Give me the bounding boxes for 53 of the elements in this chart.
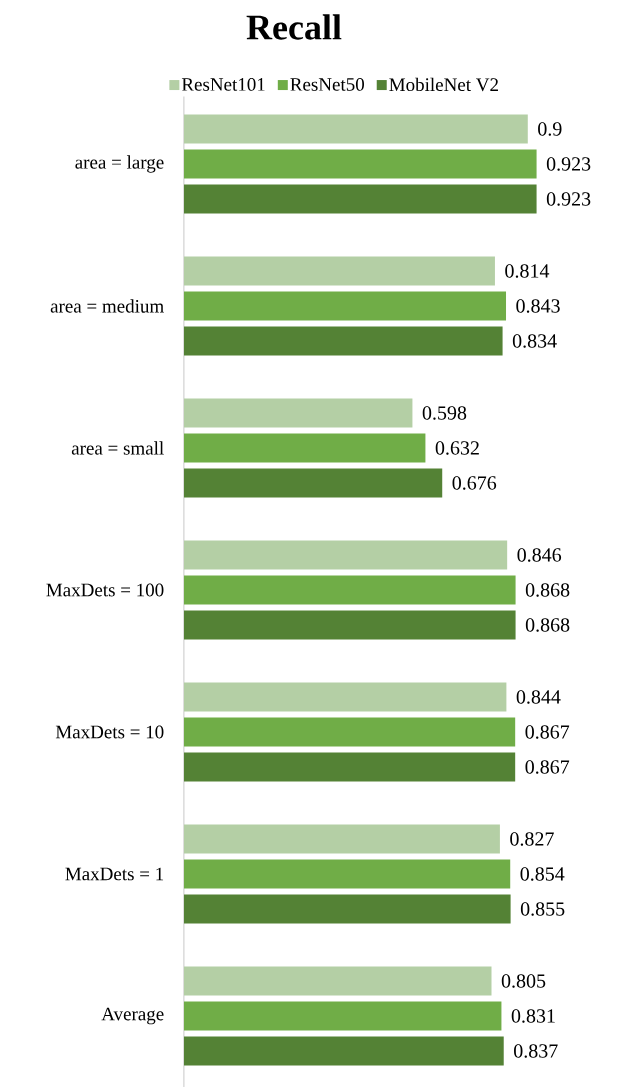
y-tick-label: MaxDets = 100 xyxy=(46,583,164,597)
bar xyxy=(184,149,537,179)
data-label: 0.598 xyxy=(422,406,467,420)
data-label: 0.831 xyxy=(511,1009,555,1023)
y-tick-label: area = medium xyxy=(50,299,164,313)
y-tick-label: MaxDets = 1 xyxy=(65,867,164,881)
bar xyxy=(184,610,516,640)
data-label: 0.9 xyxy=(538,122,562,136)
data-label: 0.854 xyxy=(520,867,565,881)
data-label: 0.827 xyxy=(510,832,554,846)
data-label: 0.834 xyxy=(512,334,557,348)
bar xyxy=(184,184,537,214)
data-label: 0.867 xyxy=(525,725,570,739)
data-label: 0.846 xyxy=(517,548,562,562)
bar xyxy=(184,1001,502,1031)
bar xyxy=(184,717,516,747)
bar xyxy=(184,256,495,286)
bar xyxy=(184,575,516,605)
data-label: 0.923 xyxy=(546,192,591,206)
data-label: 0.632 xyxy=(435,441,479,455)
data-label: 0.868 xyxy=(525,618,570,632)
data-label: 0.843 xyxy=(516,299,560,313)
bar xyxy=(184,291,507,321)
bar xyxy=(184,540,508,570)
data-label: 0.844 xyxy=(516,690,561,704)
y-tick-label: MaxDets = 10 xyxy=(55,725,164,739)
bar xyxy=(184,859,511,889)
data-label: 0.867 xyxy=(525,760,570,774)
data-label: 0.923 xyxy=(546,157,591,171)
bar xyxy=(184,894,511,924)
legend-label: ResNet50 xyxy=(290,77,364,91)
y-tick-label: Average xyxy=(101,1007,164,1025)
y-tick-label: area = small xyxy=(71,441,164,455)
data-label: 0.676 xyxy=(452,476,497,490)
bar xyxy=(184,326,503,356)
bar xyxy=(184,114,528,144)
data-label: 0.837 xyxy=(514,1044,558,1058)
bar xyxy=(184,682,507,712)
y-tick-label: area = large xyxy=(75,155,164,173)
bar xyxy=(184,468,443,498)
data-label: 0.805 xyxy=(501,974,546,988)
chart-title: Recall xyxy=(246,14,342,40)
bar xyxy=(184,1036,504,1066)
bar xyxy=(184,824,500,854)
data-label: 0.855 xyxy=(520,902,565,916)
legend-label: MobileNet V2 xyxy=(389,77,498,92)
bar xyxy=(184,966,492,996)
legend-label: ResNet101 xyxy=(181,77,265,91)
bar xyxy=(184,752,516,782)
data-label: 0.814 xyxy=(505,264,550,278)
bar xyxy=(184,398,413,428)
data-label: 0.868 xyxy=(525,583,570,597)
bar xyxy=(184,433,426,463)
